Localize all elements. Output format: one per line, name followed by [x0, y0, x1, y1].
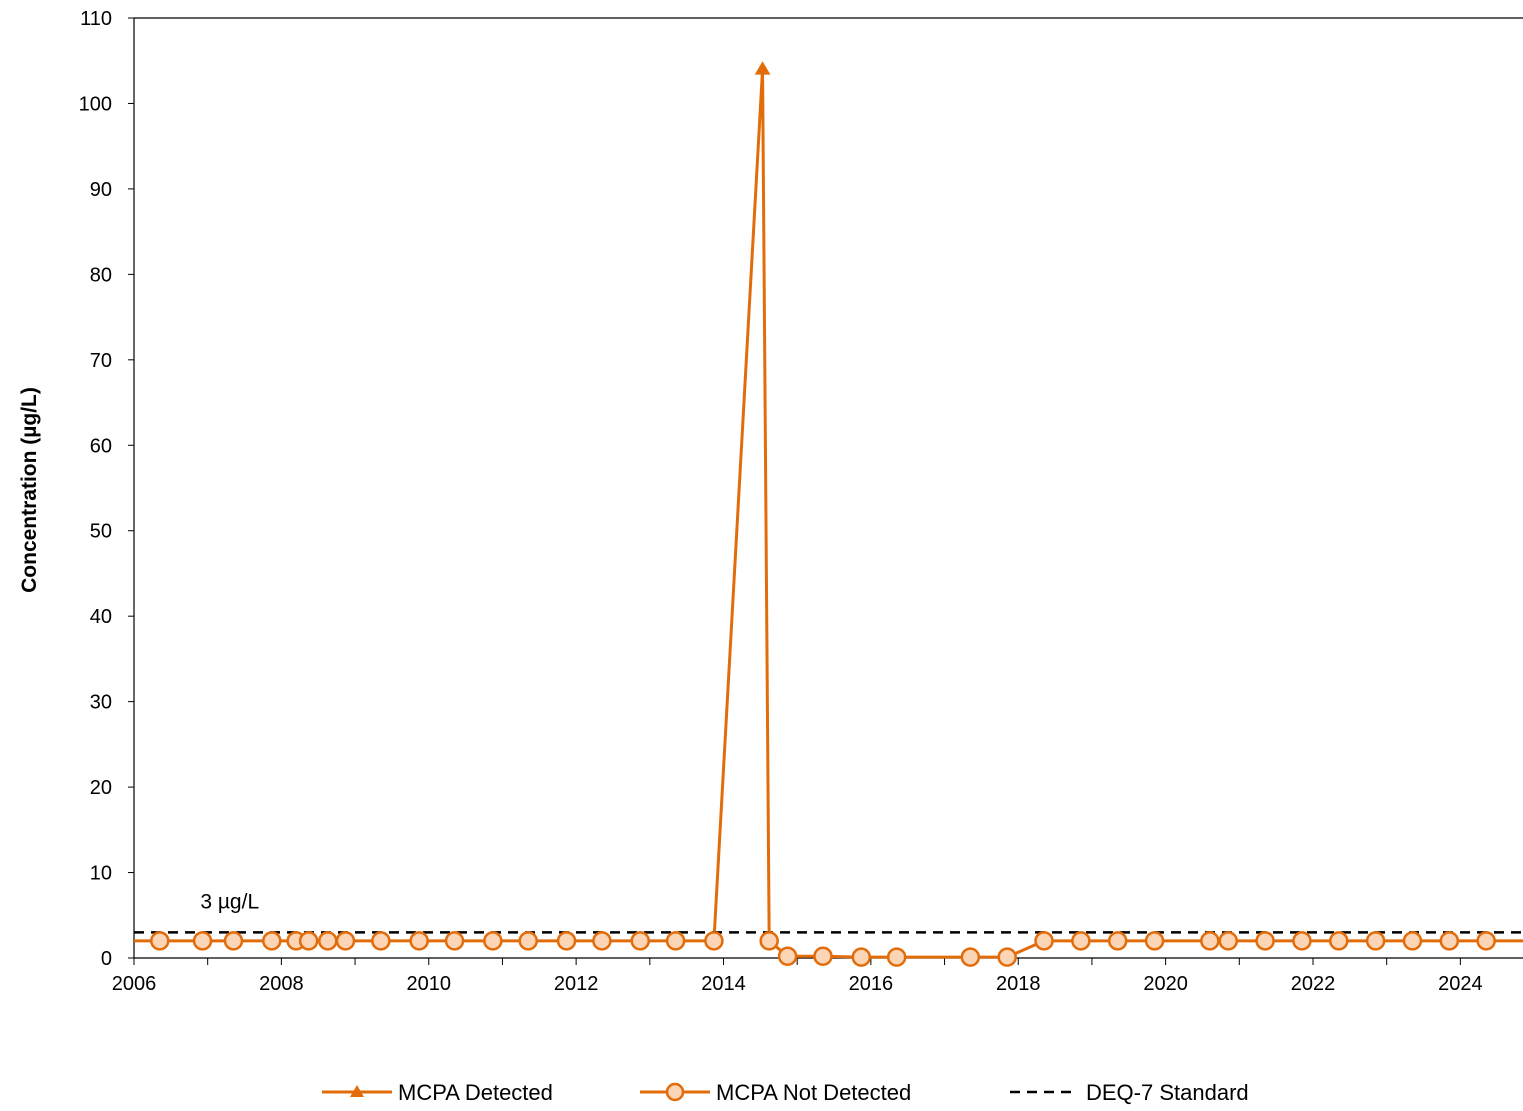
y-tick-label: 40 — [90, 606, 112, 628]
not-detected-point — [192, 931, 213, 951]
not-detected-point — [335, 931, 356, 951]
not-detected-point — [1439, 931, 1460, 951]
not-detected-point — [483, 931, 503, 951]
not-detected-point — [1255, 931, 1275, 951]
x-tick-label: 2016 — [849, 973, 894, 995]
x-tick-label: 2008 — [259, 973, 304, 995]
x-tick-label: 2010 — [406, 973, 451, 995]
not-detected-point — [851, 947, 872, 967]
x-tick-label: 2006 — [112, 973, 157, 995]
not-detected-point — [592, 931, 612, 951]
not-detected-point — [262, 931, 282, 951]
x-tick-label: 2022 — [1291, 973, 1336, 995]
not-detected-point — [518, 931, 538, 951]
y-tick-label: 50 — [90, 521, 112, 543]
x-tick-label: 2014 — [701, 973, 746, 995]
legend: MCPA Detected MCPA Not Detected DEQ-7 Stan… — [322, 1080, 1249, 1105]
y-axis-title: Concentration (µg/L) — [18, 387, 41, 593]
not-detected-point — [1292, 931, 1312, 951]
legend-not-detected-label: MCPA Not Detected — [716, 1080, 911, 1105]
not-detected-point — [1200, 931, 1220, 951]
not-detected-point — [813, 946, 833, 967]
not-detected-point — [371, 931, 391, 951]
not-detected-point — [1071, 931, 1091, 951]
not-detected-point — [997, 947, 1017, 967]
detected-point — [754, 61, 771, 75]
not-detected-point — [960, 947, 981, 967]
y-tick-label: 70 — [90, 350, 112, 372]
not-detected-point — [1365, 931, 1386, 951]
y-tick-label: 30 — [90, 692, 112, 714]
not-detected-point — [444, 931, 465, 951]
not-detected-point — [1329, 931, 1349, 951]
standard-annotation: 3 µg/L — [200, 890, 259, 913]
y-tick-label: 20 — [90, 777, 112, 799]
x-tick-label: 2020 — [1143, 973, 1188, 995]
not-detected-point — [886, 947, 907, 967]
not-detected-point — [298, 931, 319, 951]
x-tick-label: 2018 — [996, 973, 1041, 995]
y-tick-label: 0 — [101, 948, 112, 970]
x-tick-label: 2012 — [554, 973, 599, 995]
legend-standard-label: DEQ-7 Standard — [1086, 1080, 1249, 1105]
not-detected-point — [777, 946, 798, 967]
x-tick-label: 2024 — [1438, 973, 1483, 995]
not-detected-point — [1218, 931, 1239, 951]
y-tick-label: 100 — [79, 93, 112, 115]
legend-detected-swatch-marker — [350, 1085, 364, 1097]
not-detected-point — [1034, 931, 1054, 951]
not-detected-point — [704, 931, 724, 951]
not-detected-point — [1402, 931, 1423, 951]
legend-not-detected-swatch-marker — [665, 1082, 685, 1102]
series-connector-line — [134, 67, 1523, 959]
not-detected-point — [223, 931, 244, 951]
not-detected-point — [1107, 931, 1128, 951]
not-detected-point — [150, 931, 170, 951]
not-detected-point — [1476, 931, 1496, 951]
y-tick-label: 10 — [90, 863, 112, 885]
not-detected-point — [759, 931, 779, 951]
not-detected-point — [318, 931, 338, 951]
not-detected-point — [1144, 931, 1165, 951]
y-tick-label: 60 — [90, 435, 112, 457]
not-detected-point — [630, 931, 650, 951]
legend-detected-label: MCPA Detected — [398, 1080, 553, 1105]
not-detected-point — [409, 931, 429, 951]
y-tick-label: 80 — [90, 264, 112, 286]
y-tick-label: 110 — [80, 8, 112, 30]
not-detected-point — [665, 931, 686, 951]
not-detected-point — [556, 931, 577, 951]
plot-area: 0 10 20 30 40 50 60 70 80 90 100 110 2006 2008 2010 201… — [79, 8, 1523, 995]
y-tick-label: 90 — [90, 179, 112, 201]
